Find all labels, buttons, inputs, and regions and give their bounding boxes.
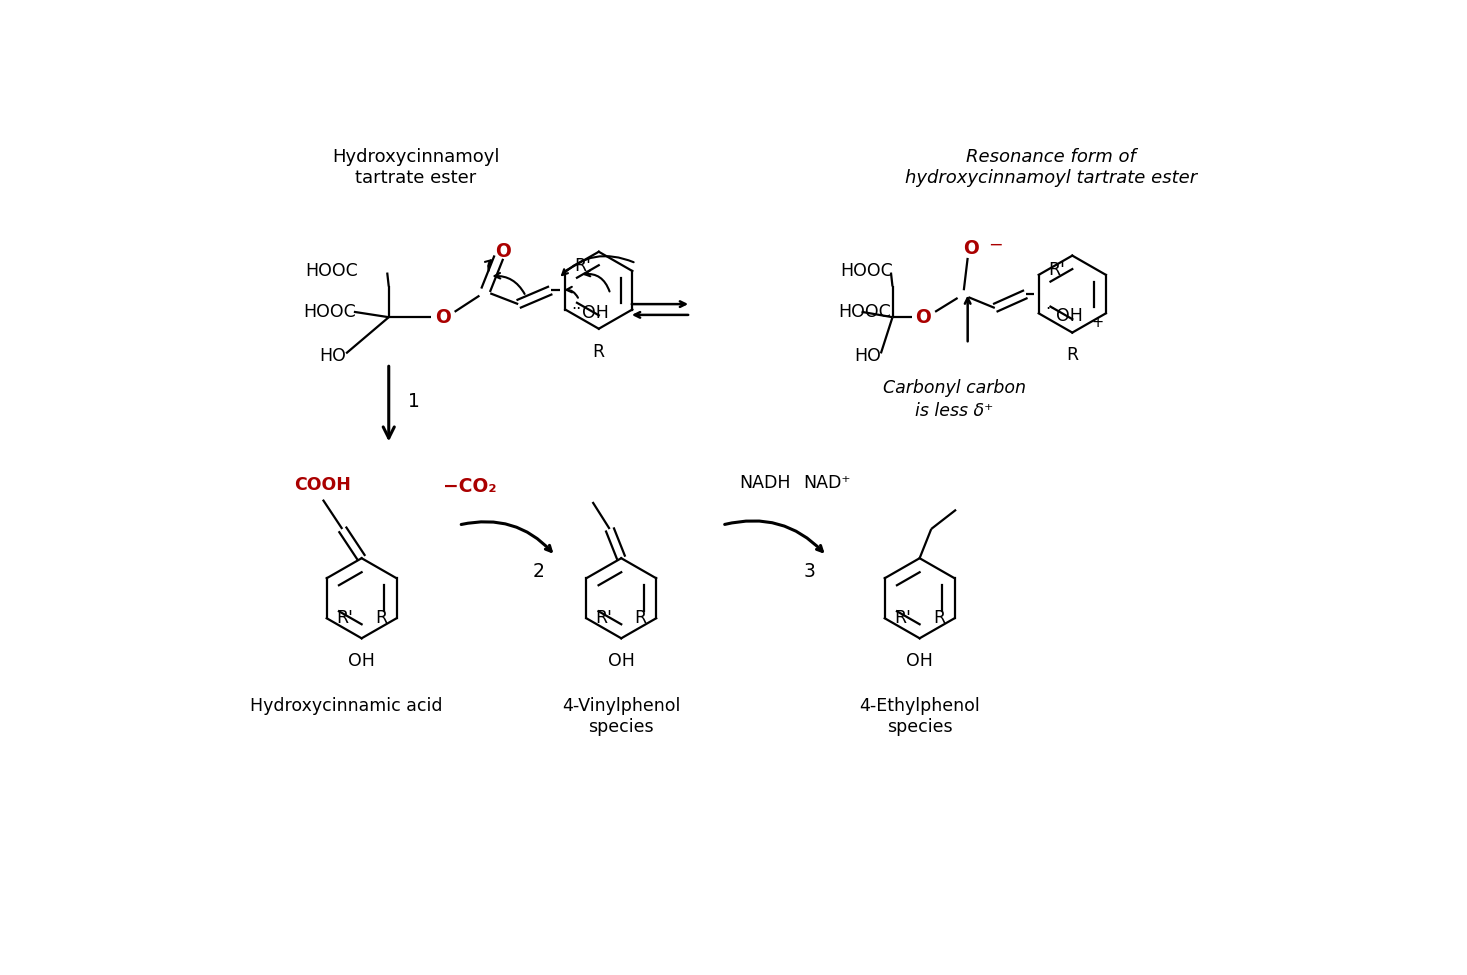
Text: HO: HO [854,347,880,365]
Text: O: O [436,308,450,327]
Text: HOOC: HOOC [305,262,358,280]
Text: 1: 1 [408,392,420,411]
Text: 3: 3 [804,562,816,581]
Text: 2: 2 [533,562,544,581]
Text: O: O [964,239,980,258]
Text: OH: OH [607,652,635,670]
Text: NADH: NADH [739,474,791,491]
Text: is less δ⁺: is less δ⁺ [915,402,993,420]
Text: OH: OH [348,652,376,670]
Text: Carbonyl carbon: Carbonyl carbon [883,379,1025,397]
Text: +: + [1091,315,1103,331]
Text: R: R [635,609,647,627]
Text: OH: OH [907,652,933,670]
Text: HOOC: HOOC [304,303,356,321]
Text: OH: OH [1056,307,1083,326]
Text: R': R' [336,609,354,627]
Text: R: R [593,342,604,361]
Text: −: − [989,236,1003,254]
Text: HOOC: HOOC [838,303,890,321]
Text: COOH: COOH [295,476,351,493]
Text: 4-Ethylphenol
species: 4-Ethylphenol species [860,697,980,735]
Text: ··: ·· [572,302,582,317]
Text: HO: HO [320,347,346,365]
Text: R': R' [1047,261,1065,279]
Text: O: O [494,242,511,261]
Text: R: R [376,609,387,627]
Text: HOOC: HOOC [839,262,892,280]
Text: Resonance form of
hydroxycinnamoyl tartrate ester: Resonance form of hydroxycinnamoyl tartr… [905,148,1197,186]
Text: OH: OH [582,303,609,322]
Text: R: R [933,609,945,627]
Text: R: R [1067,346,1078,365]
Text: O: O [915,308,932,327]
Text: −CO₂: −CO₂ [443,477,497,496]
Text: R': R' [596,609,613,627]
Text: ··: ·· [1045,302,1055,317]
Text: Hydroxycinnamic acid: Hydroxycinnamic acid [249,697,443,715]
Text: R': R' [893,609,911,627]
Text: 4-Vinylphenol
species: 4-Vinylphenol species [562,697,681,735]
Text: Hydroxycinnamoyl
tartrate ester: Hydroxycinnamoyl tartrate ester [332,148,500,186]
Text: NAD⁺: NAD⁺ [802,474,851,491]
Text: R': R' [575,257,591,275]
